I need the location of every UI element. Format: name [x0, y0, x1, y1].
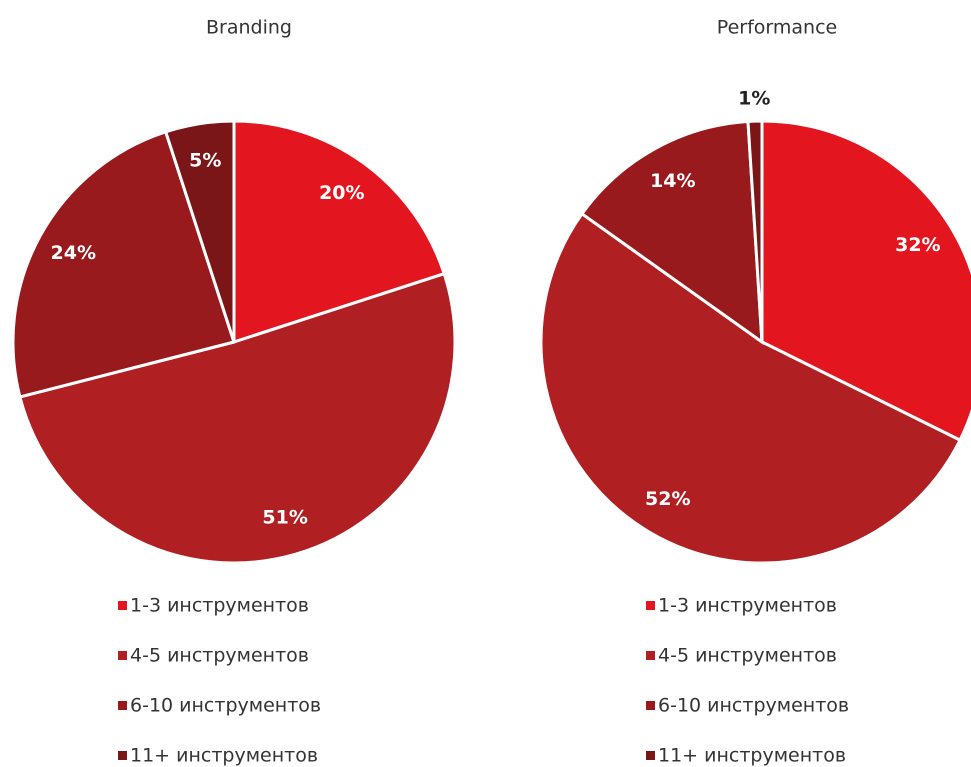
- pie-title: Performance: [717, 17, 837, 39]
- legend-label: 1-3 инструментов: [130, 595, 309, 617]
- legend-label: 4-5 инструментов: [658, 645, 837, 667]
- pie-slice: [579, 119, 764, 346]
- legend-label: 6-10 инструментов: [130, 695, 321, 717]
- pie-slice: [760, 119, 971, 443]
- data-label: 14%: [650, 170, 695, 192]
- legend-swatch: [646, 751, 655, 760]
- data-label: 51%: [262, 507, 307, 529]
- legend-swatch: [118, 701, 127, 710]
- data-label: 1%: [738, 88, 770, 110]
- data-label: 5%: [189, 149, 221, 171]
- pie-slice: [746, 119, 764, 343]
- legend-label: 6-10 инструментов: [658, 695, 849, 717]
- legend-label: 1-3 инструментов: [658, 595, 837, 617]
- pie-slice: [18, 271, 457, 565]
- data-label: 52%: [645, 488, 690, 510]
- legend-swatch: [118, 751, 127, 760]
- pie-slice: [232, 119, 447, 345]
- data-label: 20%: [319, 182, 364, 204]
- legend-swatch: [646, 651, 655, 660]
- pie-slice: [11, 129, 236, 399]
- legend-swatch: [646, 601, 655, 610]
- legend-label: 11+ инструментов: [130, 745, 318, 767]
- pie-title: Branding: [206, 17, 292, 39]
- legend-swatch: [118, 601, 127, 610]
- legend-swatch: [118, 651, 127, 660]
- legend-swatch: [646, 701, 655, 710]
- pie-slice: [539, 211, 963, 565]
- pie-slice: [163, 119, 236, 343]
- data-label: 24%: [51, 242, 96, 264]
- legend-label: 4-5 инструментов: [130, 645, 309, 667]
- data-label: 32%: [895, 234, 940, 256]
- legend-label: 11+ инструментов: [658, 745, 846, 767]
